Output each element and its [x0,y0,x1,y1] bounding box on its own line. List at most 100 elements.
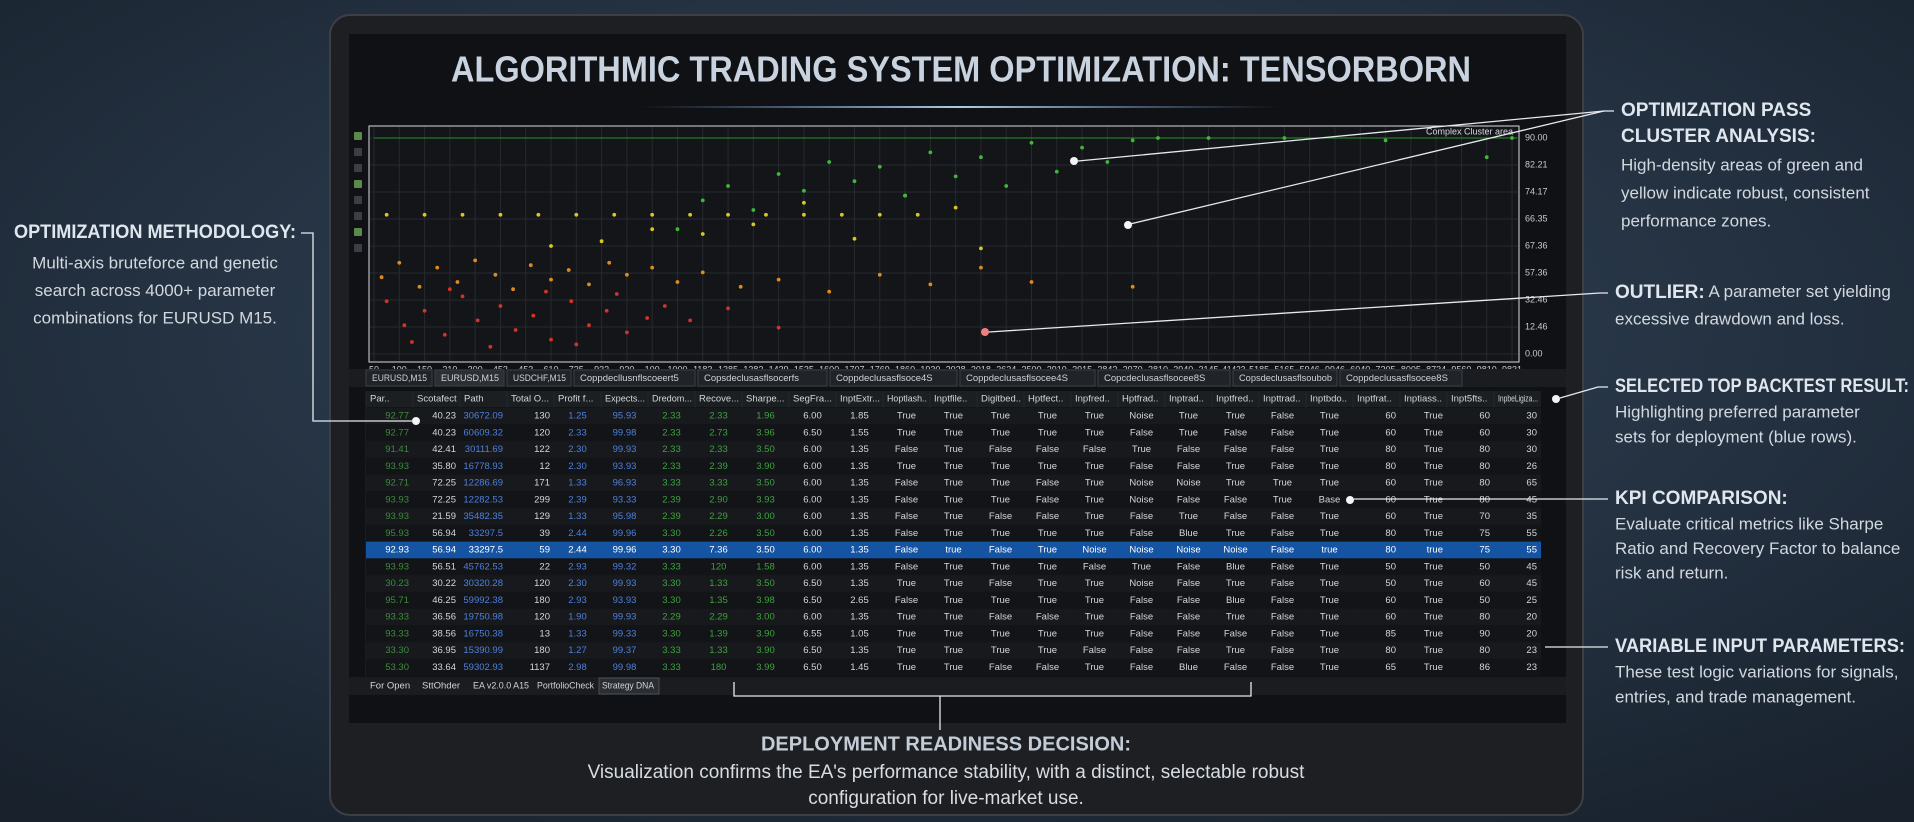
tab[interactable] [1339,369,1463,387]
data-point [488,344,493,349]
table-cell: Noise [1129,411,1153,422]
table-cell: True [1424,494,1443,505]
table-cell: 80 [1479,612,1490,623]
tab-label[interactable]: Copcdeclusasflsocee8S [1104,373,1205,384]
table-row[interactable] [366,608,1541,626]
footer-text: Visualization confirms the EA's performa… [588,762,1306,783]
table-cell: 33.30 [385,645,409,656]
tab[interactable] [829,369,958,387]
table-cell: True [944,511,963,522]
table-row[interactable] [366,441,1541,458]
table-cell: True [1085,578,1104,589]
tab-label[interactable]: Copsdeclusasflsoubob [1239,373,1332,384]
table-cell: 180 [534,645,550,656]
tab-label[interactable]: EURUSD,M15 [441,373,499,384]
bottom-tab-label[interactable]: EA v2.0.0 A15 [473,681,529,692]
table-cell: 60 [1385,612,1396,623]
table-cell: 6.50 [803,595,822,606]
table-row[interactable] [366,558,1541,576]
annotation-heading: VARIABLE INPUT PARAMETERS: [1615,636,1905,657]
tab[interactable] [573,369,696,387]
data-point [662,304,667,308]
table-cell: 56.94 [432,545,456,556]
table-cell: Noise [1176,478,1200,489]
bottom-tab-label[interactable]: For Open [370,681,410,692]
data-point [764,212,768,217]
table-row[interactable] [366,491,1541,509]
bottom-tab-label[interactable]: SttOhder [422,681,460,692]
tab[interactable] [506,369,572,387]
table-cell: 23 [1526,662,1537,673]
table-row[interactable] [366,591,1541,609]
table-row[interactable] [366,407,1541,425]
table-cell: 2.39 [568,494,587,505]
table-cell: True [1424,444,1443,455]
table-row[interactable] [366,424,1541,442]
table-cell: False [989,545,1012,556]
table-row[interactable] [366,658,1541,676]
tab-label[interactable]: Coppdeclusasflsocee4S [966,373,1068,384]
annotations: OPTIMIZATION METHODOLOGY: Multi-axis brut… [14,100,1909,809]
table-cell: True [1320,478,1339,489]
tab-label[interactable]: Coppdecllusnflscoeert5 [580,373,679,384]
table-row[interactable] [366,457,1541,475]
table-cell: 75 [1479,528,1490,539]
data-point [544,289,548,294]
table-cell: 95.93 [613,411,637,422]
bottom-tab-label[interactable]: PortfolioCheck [537,681,594,692]
table-row[interactable] [366,642,1541,659]
tab[interactable] [697,369,828,387]
column-header: Par.. [370,394,390,405]
selected-row[interactable] [366,541,1541,559]
tab-label[interactable]: USDCHF,M15 [513,373,566,384]
table-cell: False [1271,628,1294,639]
tab[interactable] [1232,369,1338,387]
table-cell: 99.33 [613,628,637,639]
table-row[interactable] [366,625,1541,643]
table-row[interactable] [366,575,1541,592]
table-cell: 1.35 [709,595,728,606]
toolbar-icon [354,132,362,140]
tab-label[interactable]: Coppdeclusasflsocee8S [1346,373,1448,384]
table-row[interactable] [366,474,1541,492]
bottom-tab-label[interactable]: Strategy DNA [602,681,655,692]
table-cell: 1.58 [756,561,775,572]
data-point [384,299,389,304]
table-row[interactable] [366,508,1541,525]
data-point [379,275,384,280]
table-cell: True [1424,645,1443,656]
table-cell: 3.33 [662,561,681,572]
leader-dot [412,417,420,425]
table-cell: True [1226,645,1245,656]
tab[interactable] [1097,369,1231,387]
table-cell: 2.30 [568,461,587,472]
tab-label[interactable]: Coppdeclusasflsoce4S [836,373,933,384]
table-cell: False [1271,545,1294,556]
table-row[interactable] [366,524,1541,542]
table-cell: True [1320,427,1339,438]
data-point [528,263,533,268]
data-point [852,179,857,184]
table-cell: True [1424,528,1443,539]
toolbar-icon [354,212,362,220]
table-cell: 60 [1385,427,1396,438]
column-header: SegFra... [793,394,832,405]
table-cell: False [1224,444,1247,455]
active-tab[interactable] [598,677,660,695]
scatter-chart: 5010015021030045345361072593292010010001… [354,125,1548,374]
tab-label[interactable]: EURUSD,M15 [372,373,427,384]
tab[interactable] [434,369,505,387]
footer-heading: DEPLOYMENT READINESS DECISION: [761,733,1131,755]
table-cell: 39 [539,528,550,539]
table-cell: True [1424,511,1443,522]
table-cell: Noise [1129,494,1153,505]
table-cell: False [1177,578,1200,589]
table-cell: True [991,595,1010,606]
tab[interactable] [365,369,433,387]
tab-label[interactable]: Copsdeclusasflsocerfs [704,373,799,384]
data-point [650,227,655,232]
table-cell: 3.50 [756,578,775,589]
tab[interactable] [959,369,1096,387]
table-cell: True [1424,628,1443,639]
data-point [726,184,730,188]
